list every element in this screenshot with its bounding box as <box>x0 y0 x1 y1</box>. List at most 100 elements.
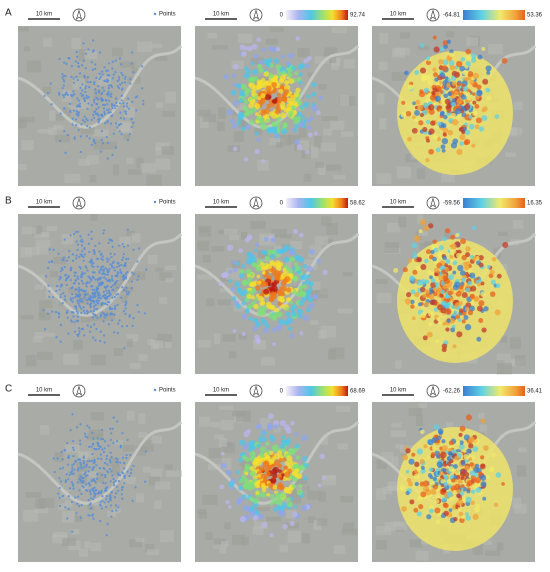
point <box>59 139 62 143</box>
point <box>79 423 82 426</box>
point <box>107 84 111 87</box>
surface-cell <box>239 439 246 446</box>
surface-cell <box>449 52 454 58</box>
surface-cell <box>277 474 282 479</box>
surface-cell <box>295 87 301 93</box>
surface-cell <box>433 307 439 312</box>
surface-cell <box>431 452 436 457</box>
surface-cell <box>235 499 242 506</box>
surface-cell <box>438 59 444 65</box>
point <box>127 257 130 261</box>
surface-cell <box>261 126 265 131</box>
point <box>129 78 132 81</box>
terrain-patch <box>478 412 485 419</box>
point <box>79 235 82 238</box>
point <box>114 492 118 495</box>
surface-cell <box>293 228 298 234</box>
terrain-patch <box>317 165 326 175</box>
point <box>112 266 115 270</box>
point <box>112 484 116 487</box>
terrain-patch <box>225 267 240 280</box>
point <box>72 259 75 262</box>
point <box>98 242 101 245</box>
terrain-patch <box>90 214 98 221</box>
surface-cell <box>454 455 460 461</box>
surface-cell <box>401 100 406 105</box>
terrain-patch <box>25 354 37 367</box>
terrain-patch <box>23 46 31 52</box>
point <box>81 118 85 122</box>
point <box>129 472 133 475</box>
surface-cell <box>226 244 234 251</box>
surface-cell <box>422 127 428 133</box>
terrain-patch <box>210 421 221 428</box>
surface-cell <box>456 440 461 445</box>
surface-cell <box>295 116 301 122</box>
surface-cell <box>458 432 463 437</box>
terrain-patch <box>218 107 227 120</box>
point <box>92 336 95 339</box>
surface-cell <box>303 476 308 481</box>
point <box>90 285 93 288</box>
surface-cell <box>312 293 319 300</box>
point <box>86 76 90 79</box>
terrain-patch <box>483 540 492 546</box>
terrain-patch <box>145 544 155 552</box>
point <box>105 108 109 111</box>
surface-cell <box>284 440 290 447</box>
point <box>59 296 62 299</box>
surface-cell <box>441 497 447 502</box>
surface-cell <box>244 485 249 490</box>
point <box>108 458 111 462</box>
terrain-patch <box>146 174 162 186</box>
surface-cell <box>449 296 454 302</box>
point <box>94 447 97 451</box>
surface-cell <box>274 275 279 281</box>
point <box>81 240 84 244</box>
surface-cell <box>285 266 291 272</box>
point <box>62 80 66 83</box>
surface-cell <box>241 292 246 296</box>
surface-cell <box>283 124 287 129</box>
surface-cell <box>405 469 410 474</box>
surface-cell <box>270 477 277 484</box>
terrain-patch <box>376 293 392 303</box>
surface-cell <box>472 92 476 96</box>
surface-cell <box>255 480 259 485</box>
point <box>46 92 50 95</box>
surface-cell <box>254 131 259 136</box>
surface-cell <box>275 103 281 108</box>
point <box>106 141 110 145</box>
terrain-patch <box>516 465 527 477</box>
terrain-patch <box>333 174 346 180</box>
surface-cell <box>255 285 261 291</box>
surface-cell <box>446 461 451 466</box>
point <box>126 244 130 247</box>
point <box>106 260 109 263</box>
surface-cell <box>273 307 279 313</box>
surface-cell <box>265 62 271 68</box>
terrain-patch <box>101 141 117 150</box>
surface-cell <box>298 72 303 77</box>
terrain-patch <box>419 242 432 251</box>
point <box>92 113 95 116</box>
colorbar-min: 0 <box>280 389 284 395</box>
surface-cell <box>441 65 448 72</box>
surface-cell <box>305 150 310 155</box>
north-arrow-ring <box>72 384 86 398</box>
surface-cell <box>285 80 290 84</box>
surface-cell <box>264 94 271 101</box>
surface-cell <box>232 259 237 265</box>
surface-cell <box>278 324 283 329</box>
point <box>93 495 96 498</box>
point <box>130 62 133 65</box>
point <box>119 461 122 464</box>
terrain-patch <box>76 292 90 304</box>
point <box>118 264 121 268</box>
point <box>113 295 117 299</box>
colorbar-max: 58.62 <box>350 201 366 207</box>
point <box>96 98 100 101</box>
point <box>60 283 63 286</box>
surface-cell <box>414 70 420 75</box>
point <box>72 282 75 285</box>
